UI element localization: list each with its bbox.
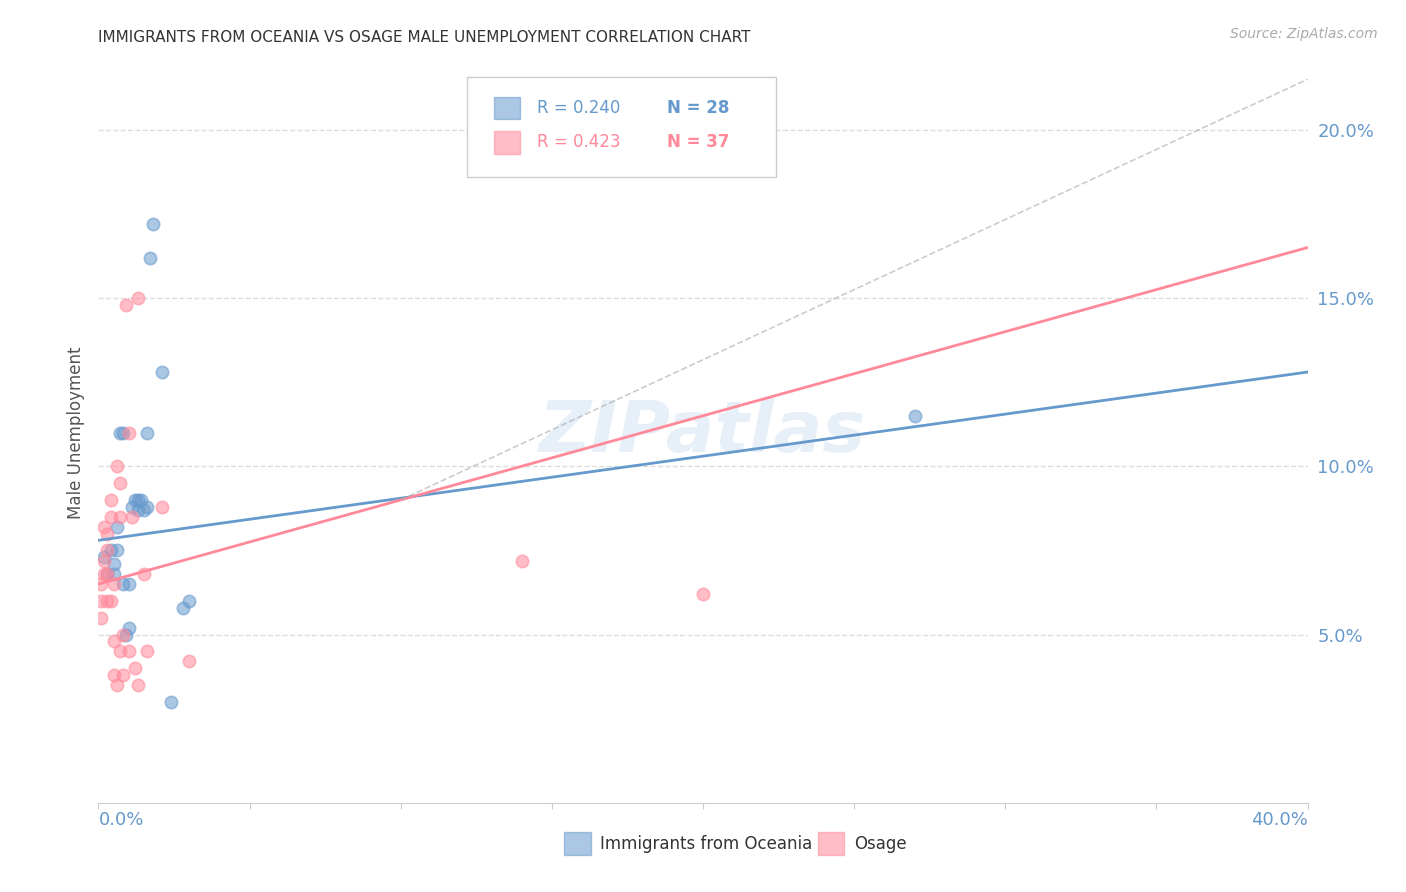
Text: Immigrants from Oceania: Immigrants from Oceania [600, 835, 813, 853]
Point [103, 557, 125, 571]
Text: Source: ZipAtlas.com: Source: ZipAtlas.com [1230, 27, 1378, 41]
Point [100, 543, 122, 558]
Point [124, 661, 146, 675]
Point [105, 459, 128, 474]
Point [96, 566, 118, 581]
Point [160, 695, 183, 709]
Point [96, 543, 118, 558]
Text: IMMIGRANTS FROM OCEANIA VS OSAGE MALE UNEMPLOYMENT CORRELATION CHART: IMMIGRANTS FROM OCEANIA VS OSAGE MALE UN… [98, 29, 751, 45]
Point [108, 425, 131, 440]
Point [93, 520, 115, 534]
Point [111, 577, 134, 591]
Text: N = 28: N = 28 [666, 99, 730, 118]
Point [118, 644, 141, 658]
Point [127, 503, 149, 517]
Point [132, 503, 155, 517]
Point [510, 553, 533, 567]
Point [100, 594, 122, 608]
Point [90, 594, 112, 608]
Point [108, 644, 131, 658]
Point [108, 509, 131, 524]
Point [111, 668, 134, 682]
Text: R = 0.423: R = 0.423 [537, 134, 621, 152]
Point [121, 509, 143, 524]
Point [142, 217, 165, 231]
Text: 0.0%: 0.0% [98, 811, 143, 829]
Point [179, 655, 201, 669]
Point [93, 550, 115, 565]
Point [111, 627, 134, 641]
FancyBboxPatch shape [467, 78, 776, 178]
Point [90, 610, 112, 624]
Point [114, 298, 136, 312]
FancyBboxPatch shape [494, 131, 520, 153]
Point [90, 577, 112, 591]
Point [179, 594, 201, 608]
Point [904, 409, 927, 423]
Point [127, 492, 149, 507]
Point [127, 678, 149, 692]
Point [96, 594, 118, 608]
Point [114, 627, 136, 641]
Point [105, 520, 128, 534]
Point [172, 600, 194, 615]
Point [121, 500, 143, 514]
Point [105, 543, 128, 558]
FancyBboxPatch shape [818, 832, 845, 855]
Point [124, 492, 146, 507]
FancyBboxPatch shape [494, 97, 520, 120]
Text: ZIPatlas: ZIPatlas [540, 398, 866, 467]
Point [105, 678, 128, 692]
Point [139, 251, 162, 265]
Point [100, 492, 122, 507]
Point [103, 634, 125, 648]
Point [103, 566, 125, 581]
Text: Osage: Osage [855, 835, 907, 853]
Point [96, 566, 118, 581]
Point [150, 365, 173, 379]
Point [692, 587, 714, 601]
Point [150, 500, 173, 514]
Point [93, 566, 115, 581]
Point [93, 553, 115, 567]
Point [118, 425, 141, 440]
Y-axis label: Male Unemployment: Male Unemployment [66, 346, 84, 519]
Text: 40.0%: 40.0% [1251, 811, 1308, 829]
Point [135, 500, 157, 514]
Point [96, 526, 118, 541]
FancyBboxPatch shape [564, 832, 591, 855]
Text: R = 0.240: R = 0.240 [537, 99, 620, 118]
Point [129, 492, 152, 507]
Point [118, 577, 141, 591]
Point [103, 668, 125, 682]
Point [118, 621, 141, 635]
Point [135, 425, 157, 440]
Point [108, 476, 131, 491]
Point [127, 291, 149, 305]
Point [103, 577, 125, 591]
Text: N = 37: N = 37 [666, 134, 730, 152]
Point [111, 425, 134, 440]
Point [100, 509, 122, 524]
Point [135, 644, 157, 658]
Point [132, 566, 155, 581]
Point [844, 0, 866, 3]
